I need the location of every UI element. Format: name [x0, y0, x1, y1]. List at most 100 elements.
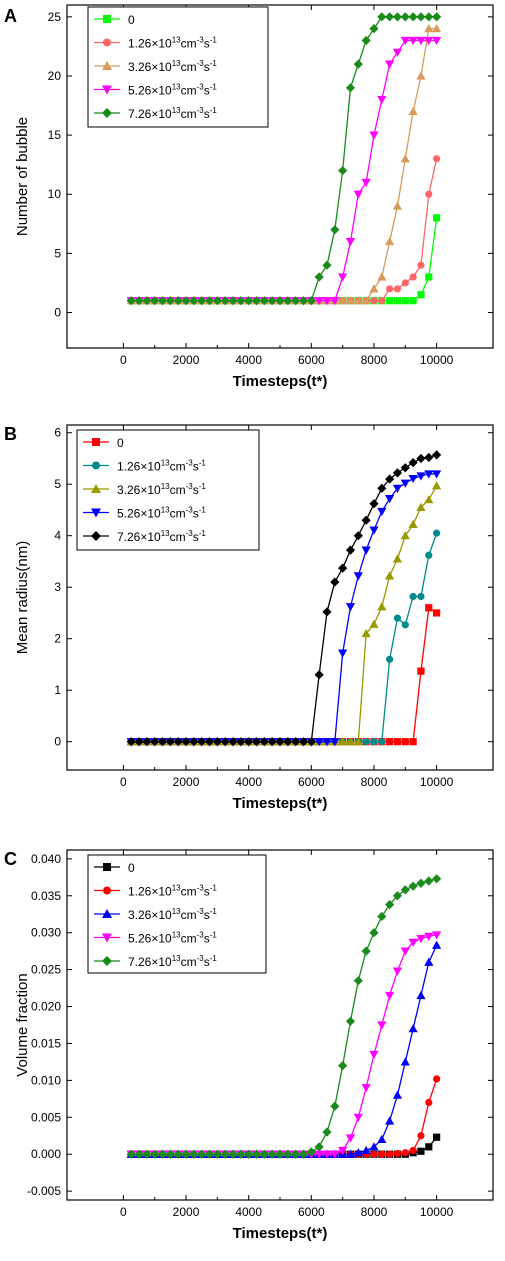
data-point [385, 495, 395, 504]
data-point [392, 468, 403, 478]
legend-label: 1.26×1013cm-3s-1 [117, 459, 206, 474]
data-point [377, 911, 387, 922]
data-point [197, 737, 207, 747]
data-point [267, 737, 277, 747]
data-point [142, 296, 152, 306]
chart-panel-b: B 0 2000 4000 6000 8000 10000 0 1 2 3 4 5 6 Timesteps(… [4, 424, 494, 812]
legend-label: 7.26×1013cm-3s-1 [128, 106, 217, 121]
data-point [392, 484, 403, 493]
data-point [126, 737, 136, 747]
legend-label: 3.26×1013cm-3s-1 [128, 59, 217, 74]
data-point [361, 515, 371, 525]
data-point [432, 481, 442, 490]
data-point [424, 12, 434, 22]
data-point [392, 967, 403, 976]
data-point [378, 738, 386, 746]
data-point [425, 190, 433, 198]
data-point [392, 48, 403, 57]
x-tick-label: 4000 [235, 775, 262, 789]
data-point [330, 1101, 340, 1111]
data-point [369, 1142, 379, 1151]
data-point [393, 285, 402, 293]
data-point [283, 737, 293, 747]
data-point [392, 1090, 403, 1099]
data-point [377, 12, 387, 22]
data-point [401, 621, 409, 629]
data-point [377, 272, 387, 281]
data-point [181, 296, 191, 306]
data-point [385, 12, 395, 22]
data-point [362, 738, 370, 746]
data-point [408, 36, 418, 46]
y-tick-label: 1 [54, 683, 61, 697]
data-point [425, 551, 433, 559]
data-point [409, 592, 417, 601]
data-point [212, 296, 222, 306]
panel-label: A [4, 6, 17, 26]
data-point [369, 131, 379, 140]
data-point [353, 976, 363, 986]
data-point [283, 296, 293, 306]
y-tick-label: 15 [48, 128, 62, 142]
data-point [385, 60, 395, 69]
panel-label: C [4, 849, 17, 869]
data-point [197, 1149, 207, 1159]
data-point [275, 1149, 285, 1159]
legend-label: 5.26×1013cm-3s-1 [128, 83, 217, 98]
y-tick-label: 0.000 [31, 1147, 61, 1161]
data-point [385, 236, 395, 246]
legend-marker [91, 508, 101, 518]
y-axis-label: Volume fraction [14, 973, 31, 1076]
data-point [417, 592, 425, 601]
legend-label: 0 [117, 436, 124, 450]
data-point [338, 273, 348, 282]
data-point [314, 670, 324, 680]
data-point [330, 225, 340, 235]
legend-marker [103, 15, 111, 23]
x-tick-label: 0 [120, 1205, 127, 1219]
data-point [244, 1149, 254, 1159]
data-point [157, 737, 168, 747]
legend: 0 1.26×1013cm-3s-1 3.26×1013cm-3s-1 5.26×10… [87, 854, 267, 974]
data-point [417, 1147, 425, 1155]
data-point [322, 1150, 332, 1159]
data-point [157, 296, 168, 306]
data-point [220, 296, 230, 306]
data-point [408, 881, 418, 891]
data-point [433, 155, 441, 163]
data-point [251, 296, 262, 306]
data-point [424, 957, 434, 966]
x-tick-label: 10000 [420, 775, 454, 789]
data-point [416, 453, 426, 464]
data-point [369, 499, 379, 509]
data-point [251, 1149, 262, 1159]
data-point [197, 296, 207, 306]
data-point [353, 1113, 363, 1122]
data-point [377, 483, 387, 493]
data-point [314, 1142, 324, 1152]
x-tick-label: 4000 [235, 1205, 262, 1219]
data-point [432, 450, 442, 460]
x-tick-label: 2000 [173, 353, 200, 367]
data-point [345, 545, 356, 555]
data-point [150, 296, 160, 306]
data-point [259, 737, 269, 747]
x-tick-label: 4000 [235, 353, 262, 367]
data-point [330, 1150, 340, 1159]
data-point [126, 296, 136, 306]
data-point [400, 36, 410, 46]
data-point [298, 1149, 309, 1159]
x-tick-label: 0 [120, 353, 127, 367]
data-point [353, 1148, 363, 1157]
panel-label: B [4, 424, 17, 444]
data-point [298, 737, 309, 747]
data-point [330, 297, 340, 306]
data-point [432, 36, 442, 46]
legend-marker [102, 108, 112, 118]
data-point [393, 738, 402, 746]
legend-marker [103, 38, 111, 47]
legend-marker [102, 909, 112, 918]
data-point [425, 604, 433, 612]
data-point [322, 1127, 332, 1137]
data-point [165, 1149, 175, 1159]
